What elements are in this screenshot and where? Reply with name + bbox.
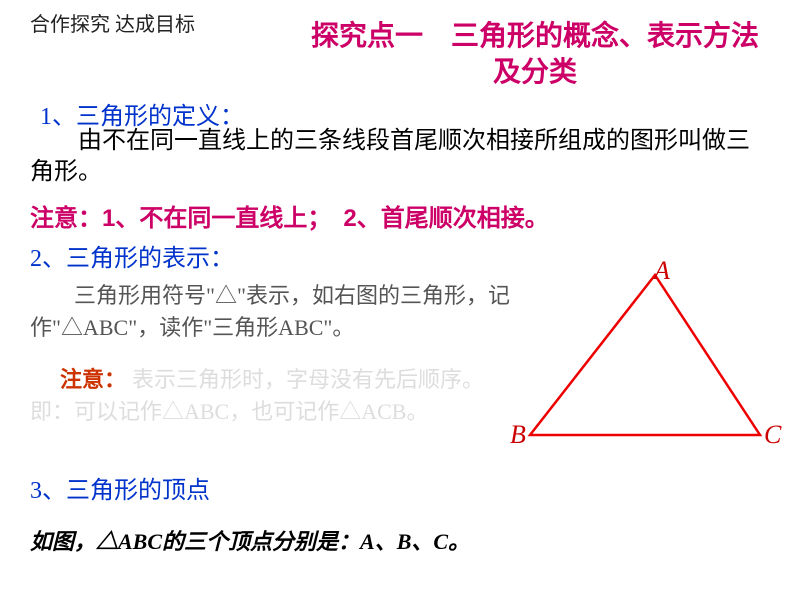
section3-body: 如图，△ABC的三个顶点分别是：A、B、C。 bbox=[30, 524, 470, 556]
notice2-line2: 即：可以记作△ABC，也可记作△ACB。 bbox=[30, 394, 428, 426]
vertex-label-a: A bbox=[654, 256, 670, 286]
header-text: 合作探究 达成目标 bbox=[30, 8, 195, 37]
notice2-text: 表示三角形时，字母没有先后顺序。 bbox=[132, 362, 484, 394]
section1-body: 由不在同一直线上的三条线段首尾顺次相接所组成的图形叫做三角形。 bbox=[30, 126, 750, 188]
triangle-diagram bbox=[505, 260, 785, 460]
triangle-shape bbox=[530, 275, 760, 435]
vertex-label-c: C bbox=[764, 420, 781, 450]
notice1: 注意：1、不在同一直线上； 2、首尾顺次相接。 bbox=[30, 198, 549, 233]
section2-body: 三角形用符号"△"表示，如右图的三角形，记作"△ABC"，读作"三角形ABC"。 bbox=[30, 280, 540, 344]
explore-title: 探究点一 三角形的概念、表示方法及分类 bbox=[300, 18, 770, 91]
vertex-label-b: B bbox=[510, 420, 526, 450]
section2-title: 2、三角形的表示： bbox=[30, 238, 234, 273]
section3-title: 3、三角形的顶点 bbox=[30, 470, 210, 505]
notice2-label: 注意： bbox=[60, 362, 126, 394]
